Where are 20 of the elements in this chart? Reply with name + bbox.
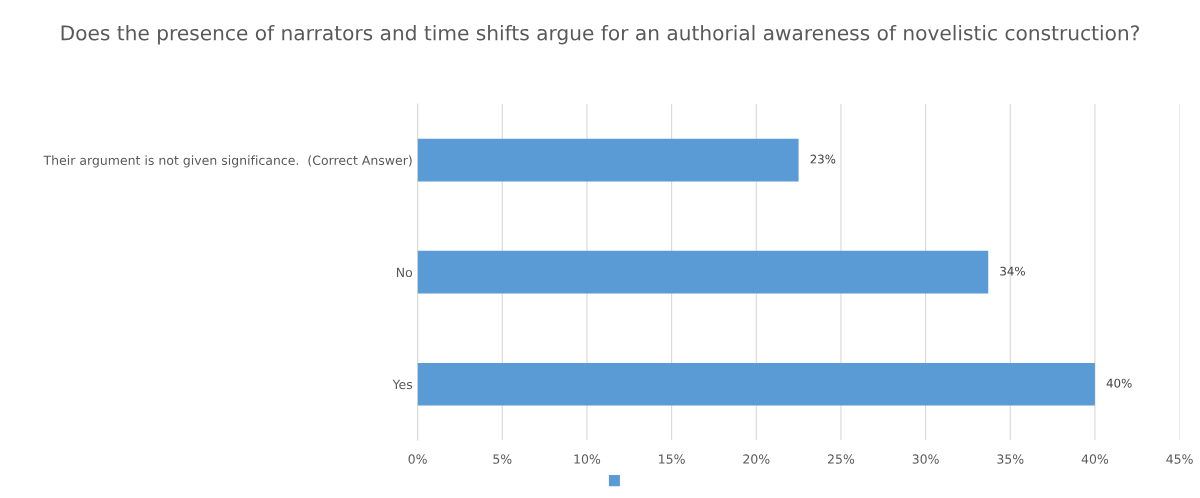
data-label: 40% <box>1106 378 1132 388</box>
x-tick-label: 45% <box>1166 454 1193 464</box>
x-tick-label: 35% <box>997 454 1024 464</box>
chart-title: Does the presence of narrators and time shifts argue for an authorial awareness of novelistic construction? <box>61 24 1139 45</box>
bar <box>417 138 799 182</box>
y-tick-label: No <box>396 267 413 278</box>
x-tick-label: 5% <box>493 454 512 464</box>
data-label: 23% <box>810 154 836 164</box>
y-tick-label: Their argument is not given significance. (Correct Answer) <box>43 155 412 168</box>
x-tick-label: 25% <box>827 454 855 464</box>
x-tick-label: 15% <box>659 454 685 464</box>
bar <box>417 250 989 294</box>
x-tick-label: 30% <box>912 454 939 464</box>
x-tick-label: 20% <box>743 454 770 464</box>
x-tick-label: 10% <box>574 454 601 464</box>
bar <box>417 362 1095 406</box>
x-tick-label: 0% <box>408 454 427 464</box>
y-tick-label: Yes <box>392 379 413 390</box>
x-tick-label: 40% <box>1081 454 1109 464</box>
data-label: 34% <box>1000 266 1025 276</box>
